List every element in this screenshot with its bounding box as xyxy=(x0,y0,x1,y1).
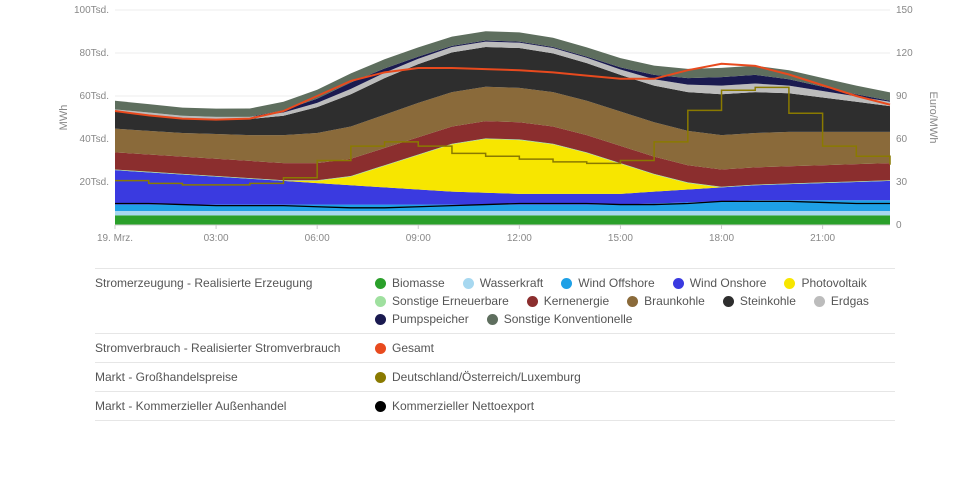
legend-row: Stromerzeugung - Realisierte Erzeugung Bi… xyxy=(95,269,895,334)
svg-text:15:00: 15:00 xyxy=(608,233,633,244)
svg-text:20Tsd.: 20Tsd. xyxy=(80,177,109,188)
legend-group-title: Markt - Kommerzieller Außenhandel xyxy=(95,399,375,413)
legend: Stromerzeugung - Realisierte Erzeugung Bi… xyxy=(95,268,895,421)
legend-label: Deutschland/Österreich/Luxemburg xyxy=(392,370,581,384)
legend-label: Biomasse xyxy=(392,276,445,290)
legend-label: Gesamt xyxy=(392,341,434,355)
svg-text:03:00: 03:00 xyxy=(204,233,229,244)
legend-swatch xyxy=(375,372,386,383)
legend-label: Steinkohle xyxy=(740,294,796,308)
svg-text:09:00: 09:00 xyxy=(406,233,431,244)
legend-item[interactable]: Wind Onshore xyxy=(673,276,767,290)
legend-item[interactable]: Kommerzieller Nettoexport xyxy=(375,399,534,413)
legend-swatch xyxy=(784,278,795,289)
legend-swatch xyxy=(627,296,638,307)
legend-item[interactable]: Wind Offshore xyxy=(561,276,654,290)
legend-swatch xyxy=(375,343,386,354)
legend-label: Wasserkraft xyxy=(480,276,544,290)
legend-row: Markt - Großhandelspreise Deutschland/Öst… xyxy=(95,363,895,392)
legend-item[interactable]: Braunkohle xyxy=(627,294,705,308)
svg-text:Euro/MWh: Euro/MWh xyxy=(927,92,939,144)
legend-group-title: Stromerzeugung - Realisierte Erzeugung xyxy=(95,276,375,290)
legend-item[interactable]: Deutschland/Österreich/Luxemburg xyxy=(375,370,581,384)
legend-swatch xyxy=(463,278,474,289)
svg-text:19. Mrz.: 19. Mrz. xyxy=(97,233,133,244)
legend-label: Wind Onshore xyxy=(690,276,767,290)
legend-swatch xyxy=(673,278,684,289)
legend-item[interactable]: Photovoltaik xyxy=(784,276,866,290)
legend-swatch xyxy=(723,296,734,307)
svg-text:06:00: 06:00 xyxy=(305,233,330,244)
legend-group-title: Markt - Großhandelspreise xyxy=(95,370,375,384)
svg-text:80Tsd.: 80Tsd. xyxy=(80,48,109,59)
legend-swatch xyxy=(527,296,538,307)
legend-item[interactable]: Gesamt xyxy=(375,341,434,355)
legend-item[interactable]: Sonstige Erneuerbare xyxy=(375,294,509,308)
svg-text:30: 30 xyxy=(896,177,908,188)
svg-text:18:00: 18:00 xyxy=(709,233,734,244)
legend-swatch xyxy=(561,278,572,289)
legend-swatch xyxy=(375,278,386,289)
legend-item[interactable]: Sonstige Konventionelle xyxy=(487,312,633,326)
legend-item[interactable]: Kernenergie xyxy=(527,294,609,308)
legend-label: Kommerzieller Nettoexport xyxy=(392,399,534,413)
legend-swatch xyxy=(487,314,498,325)
legend-label: Photovoltaik xyxy=(801,276,866,290)
legend-item[interactable]: Erdgas xyxy=(814,294,869,308)
legend-swatch xyxy=(375,296,386,307)
legend-label: Erdgas xyxy=(831,294,869,308)
area-wasserkraft xyxy=(115,211,890,215)
legend-row: Stromverbrauch - Realisierter Stromverbr… xyxy=(95,334,895,363)
legend-label: Sonstige Konventionelle xyxy=(504,312,633,326)
legend-label: Wind Offshore xyxy=(578,276,654,290)
svg-text:40Tsd.: 40Tsd. xyxy=(80,134,109,145)
legend-item[interactable]: Biomasse xyxy=(375,276,445,290)
svg-text:100Tsd.: 100Tsd. xyxy=(74,5,109,16)
legend-label: Sonstige Erneuerbare xyxy=(392,294,509,308)
svg-text:12:00: 12:00 xyxy=(507,233,532,244)
legend-label: Braunkohle xyxy=(644,294,705,308)
svg-text:0: 0 xyxy=(896,220,902,231)
area-biomasse xyxy=(115,215,890,225)
svg-text:150: 150 xyxy=(896,5,913,16)
legend-row: Markt - Kommerzieller Außenhandel Kommerz… xyxy=(95,392,895,421)
legend-label: Kernenergie xyxy=(544,294,609,308)
svg-text:60: 60 xyxy=(896,134,908,145)
legend-item[interactable]: Pumpspeicher xyxy=(375,312,469,326)
legend-swatch xyxy=(814,296,825,307)
svg-text:21:00: 21:00 xyxy=(810,233,835,244)
legend-swatch xyxy=(375,401,386,412)
legend-label: Pumpspeicher xyxy=(392,312,469,326)
svg-text:MWh: MWh xyxy=(58,105,70,131)
svg-text:60Tsd.: 60Tsd. xyxy=(80,91,109,102)
legend-group-title: Stromverbrauch - Realisierter Stromverbr… xyxy=(95,341,375,355)
svg-text:120: 120 xyxy=(896,48,913,59)
legend-swatch xyxy=(375,314,386,325)
legend-item[interactable]: Wasserkraft xyxy=(463,276,544,290)
svg-text:90: 90 xyxy=(896,91,908,102)
legend-item[interactable]: Steinkohle xyxy=(723,294,796,308)
